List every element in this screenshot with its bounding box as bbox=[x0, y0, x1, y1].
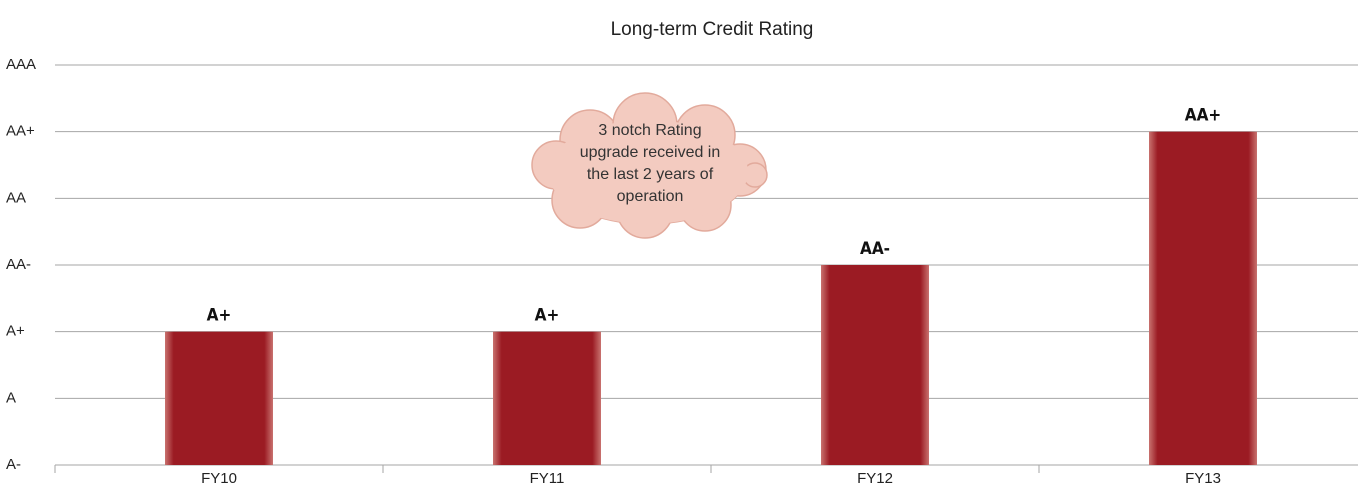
annotation-line: operation bbox=[617, 188, 684, 205]
annotation-cloud bbox=[531, 92, 768, 239]
data-label: A+ bbox=[207, 306, 232, 326]
plot: A-AA+AA-AAAA+AAAA+FY10A+FY11AA-FY12AA+FY… bbox=[6, 56, 1358, 487]
bar bbox=[1149, 131, 1257, 465]
y-tick-label: AA+ bbox=[6, 123, 35, 140]
data-label: A+ bbox=[535, 306, 560, 326]
bar bbox=[165, 331, 273, 465]
y-tick-label: A+ bbox=[6, 323, 25, 340]
annotation-line: 3 notch Rating bbox=[598, 122, 701, 139]
annotation-line: upgrade received in bbox=[580, 144, 721, 161]
data-label: AA+ bbox=[1185, 106, 1222, 126]
annotation: 3 notch Rating upgrade received in the las… bbox=[580, 122, 721, 205]
y-tick-label: AA- bbox=[6, 256, 31, 273]
y-tick-label: AAA bbox=[6, 56, 36, 73]
bar bbox=[821, 265, 929, 465]
x-tick-label: FY13 bbox=[1185, 470, 1221, 487]
x-tick-label: FY11 bbox=[530, 470, 565, 487]
data-label: AA- bbox=[860, 239, 890, 259]
bar bbox=[493, 331, 601, 465]
annotation-line: the last 2 years of bbox=[587, 166, 714, 183]
x-tick-label: FY12 bbox=[857, 470, 893, 487]
y-tick-label: A bbox=[6, 389, 16, 406]
y-tick-label: A- bbox=[6, 456, 21, 473]
x-tick-label: FY10 bbox=[201, 470, 237, 487]
y-tick-label: AA bbox=[6, 189, 26, 206]
chart-title: Long-term Credit Rating bbox=[611, 19, 814, 40]
